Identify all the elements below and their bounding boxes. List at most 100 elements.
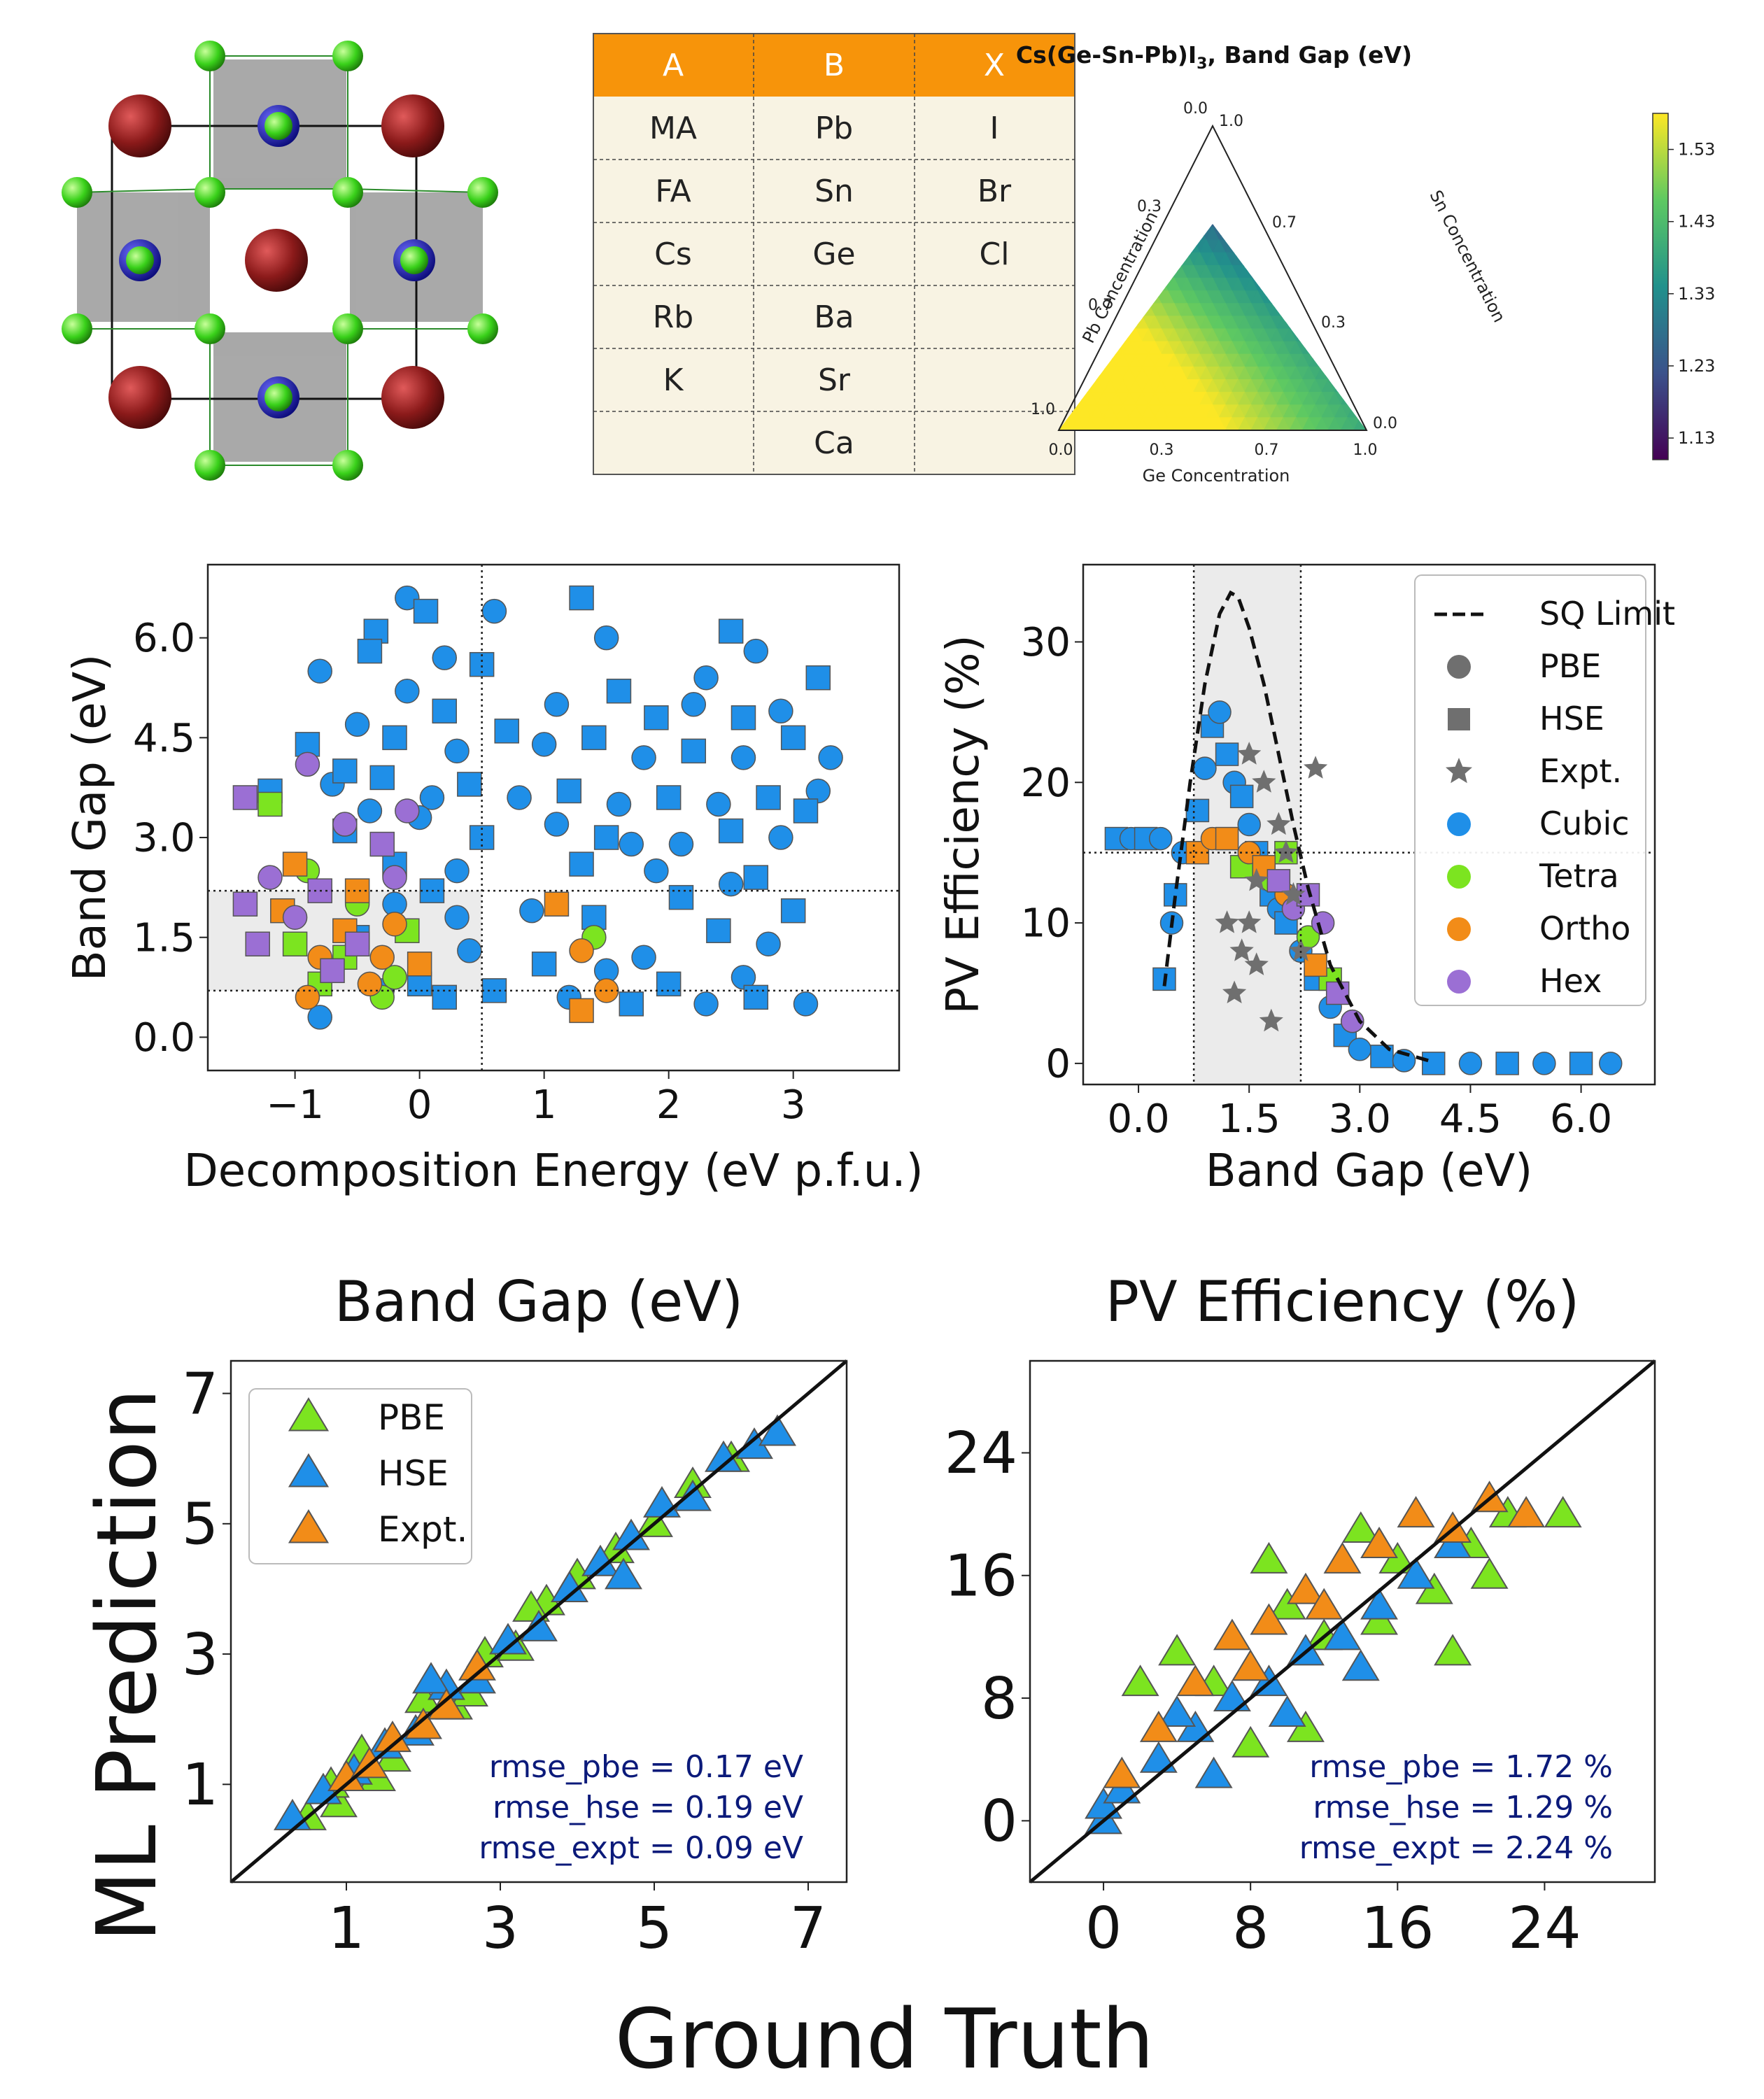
ternary-cell: [1200, 151, 1213, 164]
y-tick-label: 0.0: [133, 1015, 195, 1061]
data-point: [369, 765, 395, 791]
bonds: [76, 55, 484, 466]
data-point: [818, 745, 843, 770]
data-point: [428, 1688, 465, 1720]
data-point: [644, 705, 669, 730]
ternary-cell: [1295, 316, 1310, 330]
data-point: [1304, 953, 1327, 977]
data-point: [556, 778, 582, 804]
data-point: [1215, 742, 1239, 766]
ternary-cell: [1141, 277, 1156, 292]
ternary-cell: [1327, 416, 1342, 430]
data-point: [444, 858, 470, 884]
x-tick-label: 2: [656, 1082, 682, 1128]
ternary-cell: [1090, 353, 1104, 367]
data-point: [320, 958, 345, 984]
ternary-cell: [1148, 252, 1162, 267]
ternary-cell: [1154, 252, 1169, 266]
ternary-cell: [1289, 290, 1304, 304]
ternary-cell: [1218, 226, 1233, 241]
ternary-right-tick: 0.3: [1321, 314, 1346, 332]
ternary-cell: [1141, 252, 1156, 266]
colorbar: [1652, 113, 1669, 460]
y-tick-label: 5: [182, 1492, 218, 1558]
table-cell: I: [990, 111, 999, 146]
data-point: [1544, 1496, 1582, 1528]
ternary-cell: [1135, 416, 1150, 430]
table-cell: Ca: [814, 425, 854, 461]
ternary-cell: [1239, 202, 1251, 215]
data-point: [444, 905, 470, 930]
ternary-cell: [1194, 177, 1206, 190]
data-point: [1237, 910, 1262, 933]
ternary-cell: [1160, 227, 1175, 241]
y-tick-label: 1.5: [133, 915, 195, 961]
ternary-cell: [1257, 277, 1271, 292]
ternary-cell: [1083, 416, 1098, 430]
ternary-cell: [1263, 264, 1278, 278]
legend-label: PBE: [378, 1397, 445, 1438]
ternary-cell: [1321, 353, 1335, 367]
data-point: [756, 785, 781, 810]
data-point: [245, 931, 270, 956]
data-point: [1421, 1052, 1446, 1075]
data-point: [1176, 1665, 1215, 1697]
data-point: [282, 931, 308, 956]
ternary-cell: [1213, 202, 1225, 215]
data-point: [718, 818, 744, 844]
plot-frame: [1029, 1359, 1656, 1884]
ternary-cell: [1237, 416, 1252, 430]
ternary-cell: [1231, 224, 1246, 229]
table-cell: Rb: [653, 299, 694, 335]
crystal-structure: [62, 41, 498, 481]
ternary-cell: [1244, 224, 1258, 229]
data-point: [257, 791, 283, 817]
data-point: [1446, 758, 1472, 784]
ternary-cell: [1301, 328, 1316, 343]
ternary-cell: [1283, 277, 1297, 292]
data-point: [1232, 1649, 1270, 1681]
data-point: [1213, 1618, 1251, 1651]
ternary-right-label: Sn Concentration: [1425, 187, 1509, 325]
data-point: [1208, 700, 1232, 724]
x-tick-label: 0: [407, 1082, 432, 1128]
rmse-annotation: rmse_pbe = 1.72 %: [1309, 1749, 1613, 1785]
data-point: [1569, 1052, 1593, 1075]
data-point: [232, 891, 258, 917]
x-tick-label: 1: [328, 1895, 365, 1962]
rmse-annotation: rmse_hse = 0.19 eV: [493, 1790, 803, 1825]
x-tick-label: 16: [1361, 1895, 1434, 1962]
ternary-cell: [1213, 151, 1225, 164]
data-point: [507, 785, 532, 810]
ternary-cell: [1122, 315, 1136, 330]
data-point: [706, 791, 731, 817]
data-point: [1447, 812, 1471, 836]
ternary-cell: [1167, 226, 1181, 241]
ternary-cell: [1129, 290, 1143, 304]
data-point: [1139, 1741, 1178, 1773]
ternary-cell: [1295, 327, 1310, 342]
data-point: [793, 798, 819, 824]
data-point: [1287, 1572, 1325, 1604]
ternary-cell: [1192, 226, 1207, 241]
table-cell: Pb: [815, 111, 853, 146]
ternary-cell: [1301, 315, 1316, 330]
ternary-cell: [1263, 239, 1278, 253]
data-point: [1103, 1756, 1141, 1788]
data-point: [413, 598, 439, 624]
sq-limit-curve: [1162, 590, 1434, 1064]
x-tick-label: 3: [781, 1082, 806, 1128]
data-point: [1392, 1049, 1416, 1073]
data-point: [288, 1453, 330, 1487]
data-point: [288, 1397, 330, 1432]
data-point: [1268, 1695, 1306, 1727]
table-cell: Ge: [812, 236, 855, 272]
ternary-left-tick: 0.7: [1088, 297, 1113, 314]
ternary-cell: [1154, 264, 1169, 279]
shared-xlabel: Ground Truth: [615, 1991, 1155, 2087]
data-point: [780, 898, 806, 924]
table-cell: Br: [978, 174, 1012, 209]
ternary-cell: [1276, 290, 1290, 304]
ternary-cell: [1109, 315, 1124, 330]
ternary-cell: [1071, 416, 1085, 430]
